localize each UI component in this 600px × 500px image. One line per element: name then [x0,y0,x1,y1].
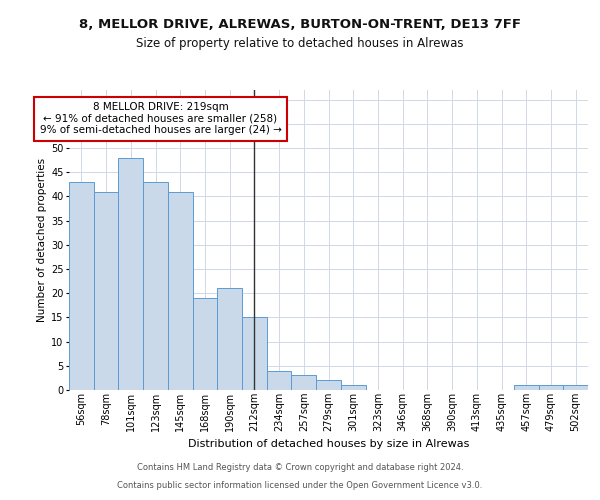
Bar [242,318,267,390]
Text: Contains HM Land Registry data © Crown copyright and database right 2024.: Contains HM Land Registry data © Crown c… [137,464,463,472]
Bar [539,385,563,390]
Bar [94,192,118,390]
Bar [143,182,168,390]
Bar [118,158,143,390]
Bar [563,385,588,390]
Bar [514,385,539,390]
Text: Contains public sector information licensed under the Open Government Licence v3: Contains public sector information licen… [118,481,482,490]
Bar [292,376,316,390]
Bar [168,192,193,390]
Bar [316,380,341,390]
X-axis label: Distribution of detached houses by size in Alrewas: Distribution of detached houses by size … [188,439,469,449]
Text: Size of property relative to detached houses in Alrewas: Size of property relative to detached ho… [136,38,464,51]
Bar [69,182,94,390]
Bar [341,385,365,390]
Text: 8, MELLOR DRIVE, ALREWAS, BURTON-ON-TRENT, DE13 7FF: 8, MELLOR DRIVE, ALREWAS, BURTON-ON-TREN… [79,18,521,30]
Bar [193,298,217,390]
Bar [217,288,242,390]
Y-axis label: Number of detached properties: Number of detached properties [37,158,47,322]
Bar [267,370,292,390]
Text: 8 MELLOR DRIVE: 219sqm
← 91% of detached houses are smaller (258)
9% of semi-det: 8 MELLOR DRIVE: 219sqm ← 91% of detached… [40,102,281,136]
